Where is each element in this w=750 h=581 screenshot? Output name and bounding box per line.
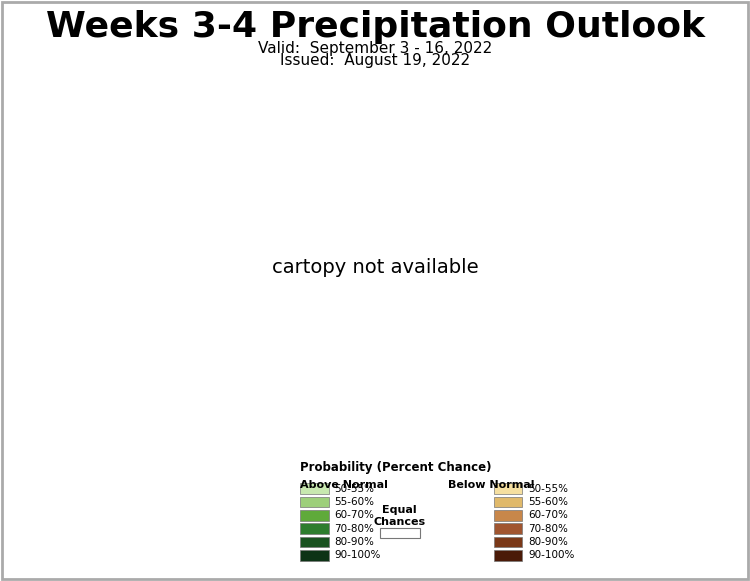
Bar bbox=[300, 537, 328, 547]
Bar bbox=[494, 483, 522, 494]
Bar bbox=[494, 497, 522, 507]
Bar bbox=[494, 537, 522, 547]
Text: 80-90%: 80-90% bbox=[334, 537, 374, 547]
Text: 50-55%: 50-55% bbox=[334, 483, 374, 494]
Text: Issued:  August 19, 2022: Issued: August 19, 2022 bbox=[280, 53, 470, 69]
Text: 50-55%: 50-55% bbox=[528, 483, 568, 494]
Text: cartopy not available: cartopy not available bbox=[272, 258, 478, 277]
Text: 60-70%: 60-70% bbox=[334, 510, 374, 521]
Text: Below Normal: Below Normal bbox=[448, 480, 535, 490]
Bar bbox=[494, 550, 522, 561]
Bar bbox=[380, 528, 420, 538]
Text: 90-100%: 90-100% bbox=[334, 550, 380, 561]
Text: 55-60%: 55-60% bbox=[528, 497, 568, 507]
Text: Probability (Percent Chance): Probability (Percent Chance) bbox=[300, 461, 491, 474]
Text: Equal
Chances: Equal Chances bbox=[374, 505, 426, 527]
Text: Weeks 3-4 Precipitation Outlook: Weeks 3-4 Precipitation Outlook bbox=[46, 10, 704, 45]
Text: Above Normal: Above Normal bbox=[300, 480, 388, 490]
Bar bbox=[300, 483, 328, 494]
Text: Valid:  September 3 - 16, 2022: Valid: September 3 - 16, 2022 bbox=[258, 41, 492, 56]
Bar bbox=[300, 550, 328, 561]
Text: 70-80%: 70-80% bbox=[334, 523, 374, 534]
Bar bbox=[494, 510, 522, 521]
Bar bbox=[300, 523, 328, 534]
Text: 60-70%: 60-70% bbox=[528, 510, 568, 521]
Bar bbox=[300, 510, 328, 521]
Text: 55-60%: 55-60% bbox=[334, 497, 374, 507]
Text: 70-80%: 70-80% bbox=[528, 523, 568, 534]
Text: 80-90%: 80-90% bbox=[528, 537, 568, 547]
Bar bbox=[300, 497, 328, 507]
Bar bbox=[494, 523, 522, 534]
Text: 90-100%: 90-100% bbox=[528, 550, 574, 561]
